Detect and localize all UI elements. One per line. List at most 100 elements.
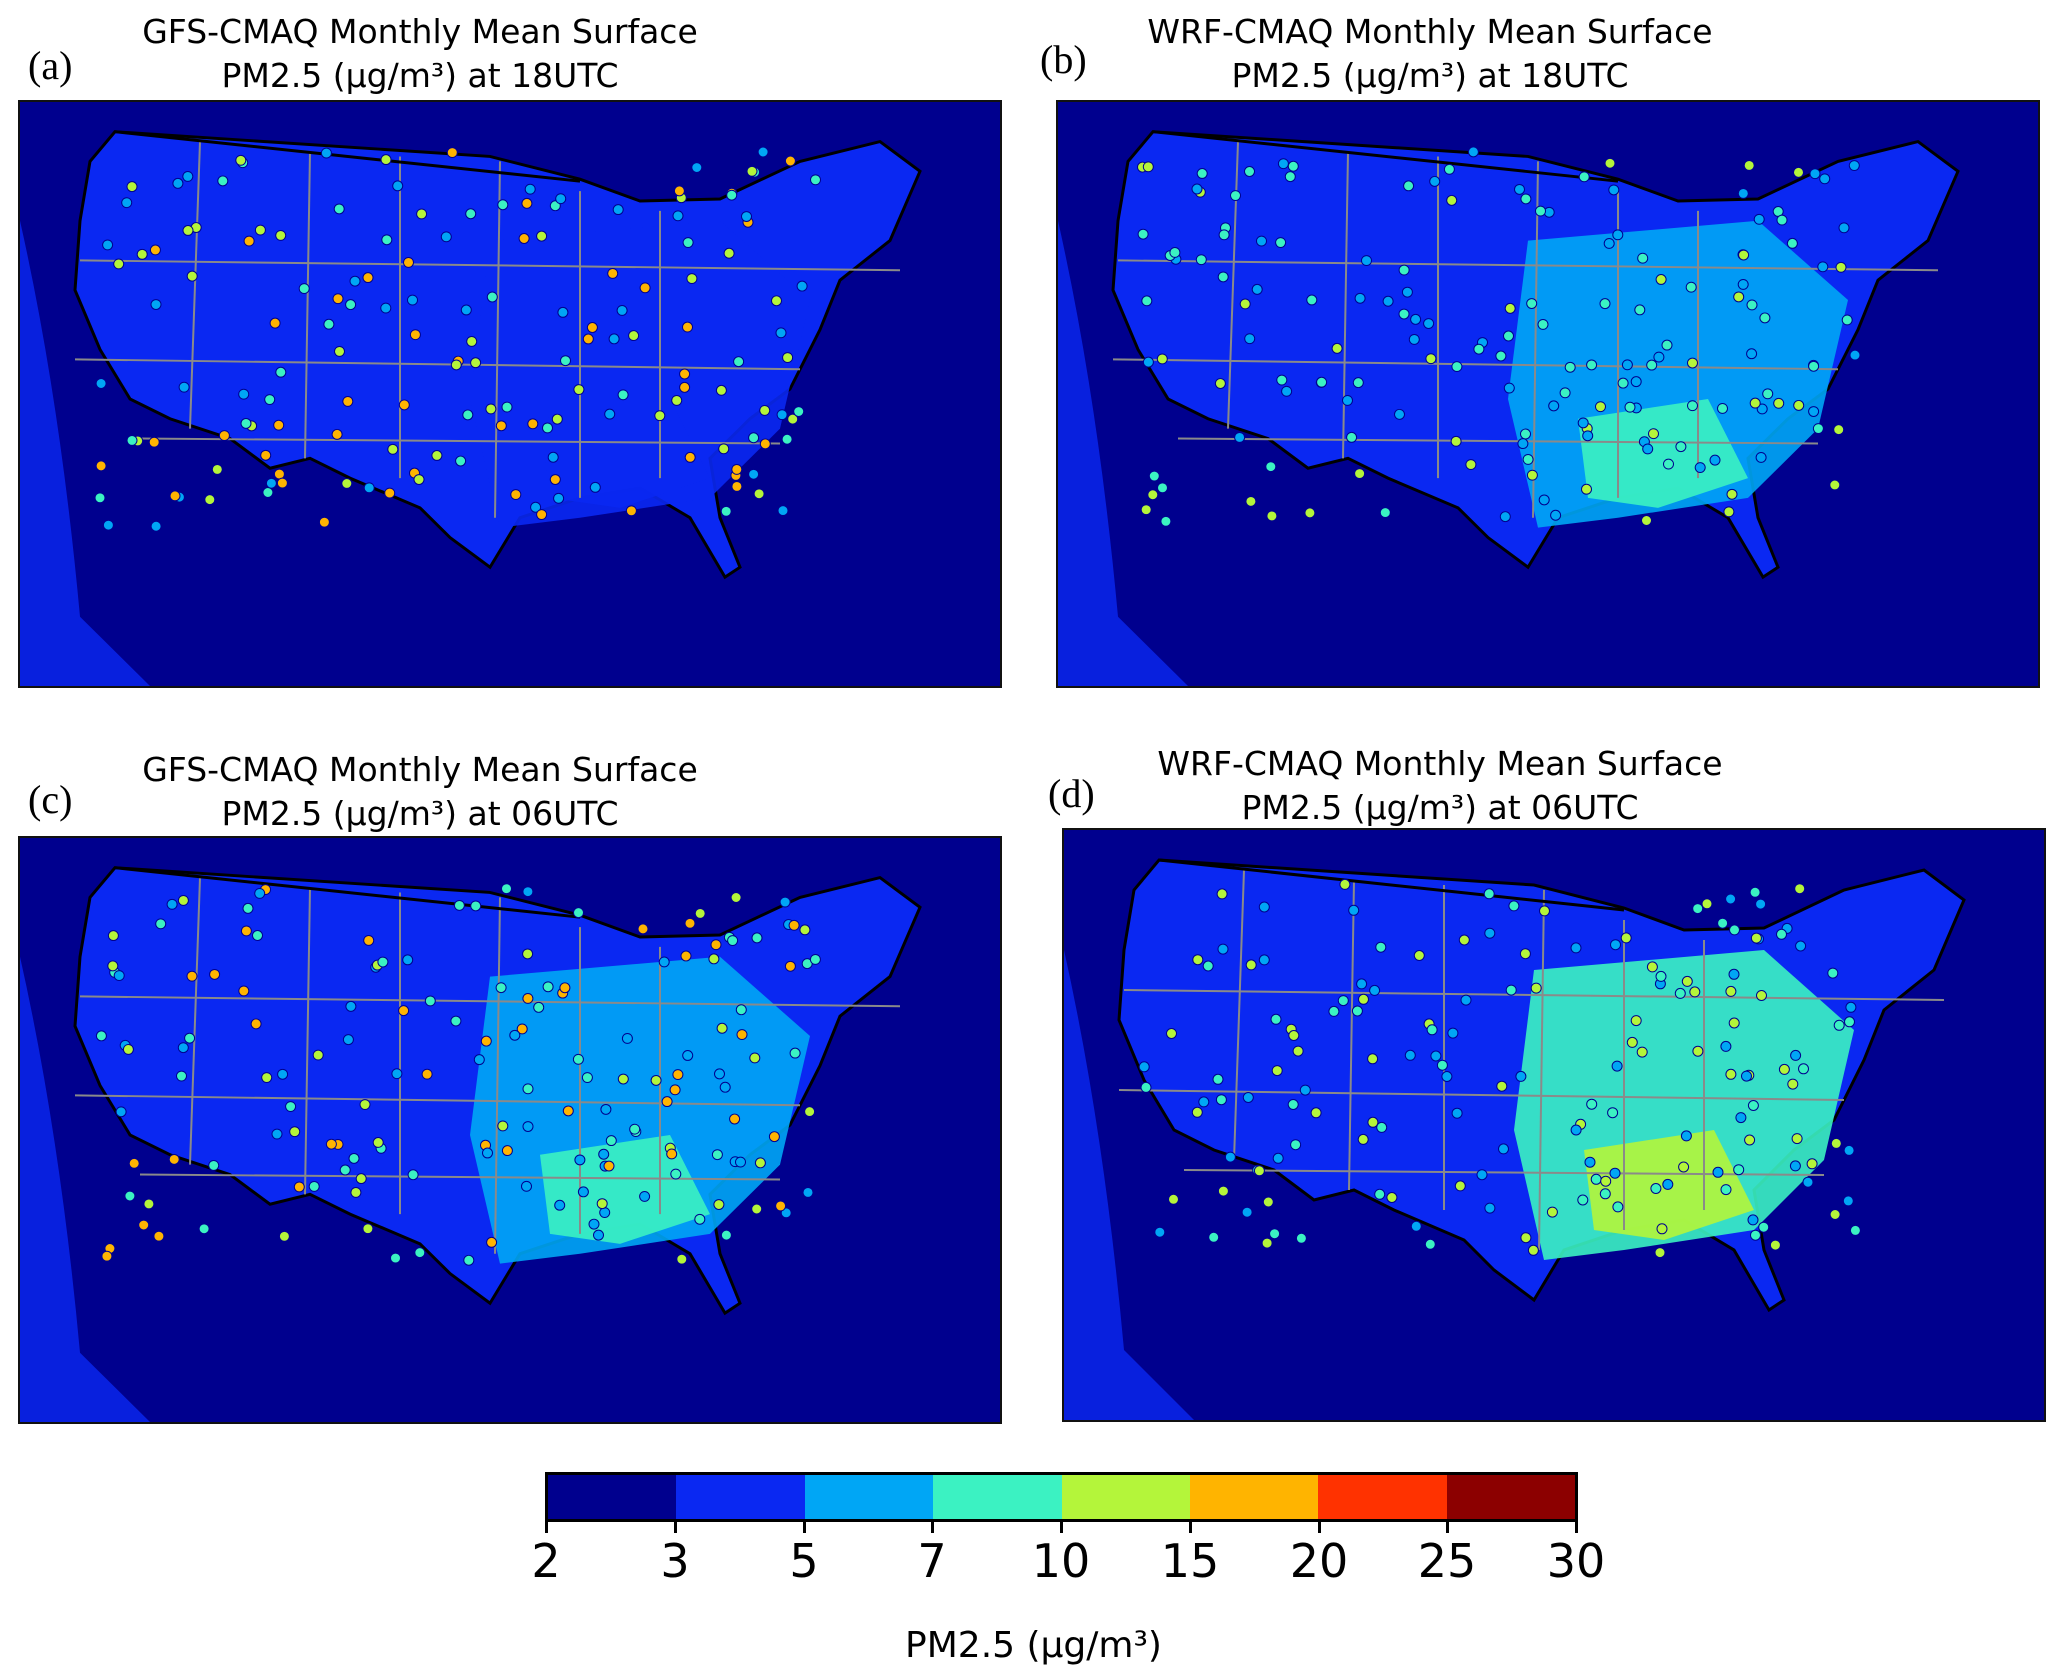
monitor-site xyxy=(1354,292,1366,304)
monitor-site xyxy=(1424,1238,1436,1250)
panel-b-title-line2: PM2.5 (μg/m³) at 18UTC xyxy=(1231,56,1629,95)
monitor-site xyxy=(536,230,548,242)
monitor-site xyxy=(1725,985,1737,997)
monitor-site xyxy=(345,1000,357,1012)
monitor-site xyxy=(720,505,732,517)
monitor-site xyxy=(1843,1144,1855,1156)
monitor-site xyxy=(407,1169,419,1181)
monitor-site xyxy=(1586,1098,1598,1110)
monitor-site xyxy=(265,477,277,489)
monitor-site xyxy=(672,1069,684,1081)
monitor-site xyxy=(1375,941,1387,953)
monitor-site xyxy=(102,519,114,531)
monitor-site xyxy=(672,210,684,222)
monitor-site xyxy=(1142,161,1154,173)
monitor-site xyxy=(727,935,739,946)
monitor-site xyxy=(1352,377,1364,389)
monitor-site xyxy=(573,907,584,919)
monitor-site xyxy=(1348,904,1360,916)
monitor-site xyxy=(240,417,252,429)
monitor-site xyxy=(1191,1106,1203,1118)
panel-b-label: (b) xyxy=(1040,37,1087,82)
monitor-site xyxy=(510,489,522,501)
state-boundary xyxy=(1118,1089,1845,1101)
monitor-site xyxy=(1217,271,1229,283)
monitor-site xyxy=(1443,163,1455,175)
monitor-site xyxy=(788,919,800,931)
monitor-site xyxy=(1265,461,1277,473)
monitor-site xyxy=(789,1047,801,1059)
monitor-site xyxy=(1394,408,1405,420)
monitor-site xyxy=(557,306,569,318)
monitor-site xyxy=(150,520,162,532)
monitor-site xyxy=(716,1022,728,1034)
monitor-site xyxy=(593,1229,604,1241)
colorbar-label: PM2.5 (μg/m³) xyxy=(905,1625,1162,1666)
monitor-site xyxy=(1499,511,1511,523)
monitor-site xyxy=(1537,318,1549,330)
colorbar-bin xyxy=(548,1475,677,1519)
map-panel-d xyxy=(1062,828,2046,1422)
monitor-site xyxy=(1361,255,1372,267)
monitor-site xyxy=(1661,339,1673,351)
monitor-site xyxy=(113,258,125,270)
colorbar-tick-label: 10 xyxy=(1031,1534,1091,1588)
monitor-site xyxy=(787,413,799,425)
monitor-site xyxy=(1514,183,1525,195)
monitor-site xyxy=(1290,1139,1302,1151)
monitor-site xyxy=(1675,441,1687,453)
monitor-site xyxy=(522,993,534,1004)
monitor-site xyxy=(1577,417,1589,429)
monitor-site xyxy=(669,1084,681,1096)
monitor-site xyxy=(1168,1193,1179,1205)
monitor-site xyxy=(1620,932,1632,944)
monitor-site xyxy=(522,1121,534,1132)
monitor-site xyxy=(1776,214,1788,226)
panel-c-title-line2: PM2.5 (μg/m³) at 06UTC xyxy=(221,794,619,833)
monitor-site xyxy=(1460,994,1472,1006)
monitor-site xyxy=(1508,900,1520,912)
monitor-site xyxy=(1256,235,1267,247)
monitor-site xyxy=(527,418,539,430)
monitor-site xyxy=(768,1131,780,1143)
monitor-site xyxy=(549,474,561,485)
monitor-site xyxy=(1382,295,1394,307)
monitor-site xyxy=(325,1138,337,1150)
colorbar-tick-label: 7 xyxy=(917,1534,947,1588)
monitor-site xyxy=(1148,470,1160,482)
monitor-site xyxy=(1607,1107,1619,1119)
monitor-site xyxy=(1701,898,1713,910)
monitor-site xyxy=(390,1252,401,1264)
monitor-site xyxy=(1216,888,1228,900)
monitor-site xyxy=(138,1219,150,1231)
monitor-site xyxy=(730,892,742,903)
monitor-site xyxy=(462,409,474,421)
monitor-site xyxy=(1599,1188,1611,1200)
monitor-site xyxy=(776,409,788,421)
colorbar-bin xyxy=(676,1475,805,1519)
monitor-site xyxy=(1354,468,1366,480)
monitor-site xyxy=(1369,984,1381,996)
colorbar-tick-label: 3 xyxy=(660,1534,690,1588)
monitor-site xyxy=(1791,1133,1803,1145)
monitor-site xyxy=(1717,917,1729,929)
monitor-site xyxy=(1169,247,1181,258)
monitor-site xyxy=(1451,361,1463,373)
monitor-site xyxy=(262,487,274,498)
monitor-site xyxy=(1430,1050,1442,1062)
panel-d-title: WRF-CMAQ Monthly Mean Surface PM2.5 (μg/… xyxy=(1090,742,1790,830)
monitor-site xyxy=(1755,452,1767,463)
monitor-site xyxy=(542,422,553,434)
monitor-site xyxy=(562,1105,574,1117)
monitor-site xyxy=(1636,1046,1648,1058)
monitor-site xyxy=(1776,928,1787,940)
monitor-site xyxy=(1626,1036,1638,1048)
panel-b-title: WRF-CMAQ Monthly Mean Surface PM2.5 (μg/… xyxy=(1080,10,1780,98)
monitor-site xyxy=(1244,333,1256,345)
monitor-site xyxy=(604,408,616,420)
monitor-site xyxy=(574,1154,586,1166)
monitor-site xyxy=(1634,304,1646,316)
panel-a-title-line1: GFS-CMAQ Monthly Mean Surface xyxy=(142,12,698,51)
monitor-site xyxy=(148,436,160,448)
colorbar-tick-label: 25 xyxy=(1417,1534,1477,1588)
